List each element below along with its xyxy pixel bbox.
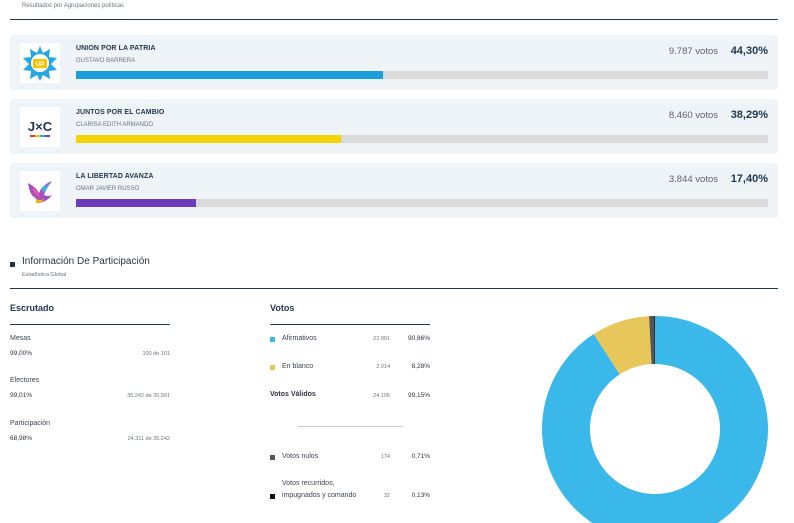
votos-validos-label: Votos Válidos — [270, 391, 316, 398]
vote-share-bar — [76, 135, 768, 143]
mesas-label: Mesas — [10, 335, 31, 342]
votos-validos-pct: 99,15% — [407, 392, 430, 399]
donut-slice-votos-recurridos-impugnados-y-comando — [654, 316, 655, 365]
section-marker — [10, 262, 15, 267]
en-blanco-swatch — [270, 365, 275, 370]
electores-pct: 99,01% — [10, 392, 33, 399]
vote-share-fill — [76, 135, 341, 143]
candidate-name: CLARISA EDITH ARMANDO — [76, 122, 154, 128]
mesas-detail: 100 de 101 — [142, 351, 170, 357]
union-por-la-patria-logo: UP — [20, 43, 60, 83]
en-blanco-pct: 8,28% — [411, 363, 430, 370]
party-name: LA LIBERTAD AVANZA — [76, 173, 154, 180]
afirmativos-pct: 90,86% — [407, 335, 430, 342]
candidate-name: GUSTAVO BARRERA — [76, 58, 136, 64]
votos-recurridos-label: Votos recurridos, impugnados y comando — [282, 480, 357, 499]
vote-share-bar — [76, 71, 768, 79]
vote-share-fill — [76, 71, 383, 79]
svg-text:UP: UP — [36, 62, 44, 68]
escrutado-heading: Escrutado — [10, 303, 55, 313]
header-divider — [10, 19, 778, 20]
donut-slice-en-blanco — [593, 316, 652, 375]
votos-recurridos-swatch — [270, 494, 275, 499]
afirmativos-swatch — [270, 337, 275, 342]
section-subtitle: Estadística Global — [22, 272, 67, 278]
donut-slice-votos-nulos — [649, 316, 655, 365]
party-votes: 3.844 votos — [668, 174, 718, 185]
vote-share-bar — [76, 199, 768, 207]
party-card-la-libertad-avanza[interactable]: LA LIBERTAD AVANZA OMAR JAVIER RUSSO 3.8… — [10, 163, 778, 218]
candidate-name: OMAR JAVIER RUSSO — [76, 186, 140, 192]
party-name: JUNTOS POR EL CAMBIO — [76, 109, 165, 116]
party-card-union-por-la-patria[interactable]: UP UNION POR LA PATRIA GUSTAVO BARRERA 9… — [10, 35, 778, 90]
votos-recurridos-pct: 0,13% — [411, 492, 430, 499]
section-divider — [10, 288, 778, 289]
en-blanco-count: 2.014 — [376, 364, 390, 370]
party-votes: 8.460 votos — [668, 110, 718, 121]
votos-nulos-pct: 0,71% — [411, 453, 430, 460]
juntos-por-el-cambio-logo: J×C — [20, 107, 60, 147]
votos-recurridos-count: 32 — [383, 493, 390, 499]
electores-label: Electores — [10, 377, 40, 384]
votos-nulos-label: Votos nulos — [282, 453, 319, 460]
votos-heading: Votos — [270, 303, 295, 313]
participacion-detail: 24.311 de 35.242 — [127, 436, 170, 442]
party-card-juntos-por-el-cambio[interactable]: J×C JUNTOS POR EL CAMBIO CLARISA EDITH A… — [10, 99, 778, 154]
votos-divider — [298, 426, 403, 427]
participacion-label: Participación — [10, 420, 51, 427]
results-subtitle: Resultados por Agrupaciones políticas — [22, 3, 125, 9]
electores-detail: 35.242 de 35.591 — [127, 393, 170, 399]
mesas-pct: 99,00% — [10, 350, 33, 357]
la-libertad-avanza-logo — [20, 171, 60, 211]
party-percentage: 38,29% — [730, 109, 768, 121]
svg-text:J×C: J×C — [28, 119, 53, 134]
afirmativos-label: Afirmativos — [282, 335, 317, 342]
participacion-pct: 68,98% — [10, 435, 33, 442]
section-title: Información De Participación — [22, 256, 150, 267]
votes-donut-chart — [542, 316, 768, 523]
vote-share-fill — [76, 199, 197, 207]
donut-slice-afirmativos — [542, 316, 768, 523]
afirmativos-count: 22.091 — [373, 336, 390, 342]
party-percentage: 44,30% — [730, 45, 768, 57]
party-votes: 9.787 votos — [668, 46, 718, 57]
party-percentage: 17,40% — [730, 173, 768, 185]
votos-nulos-count: 174 — [380, 454, 390, 460]
en-blanco-label: En blanco — [282, 363, 314, 370]
party-name: UNION POR LA PATRIA — [76, 45, 156, 52]
votos-nulos-swatch — [270, 455, 275, 460]
votos-validos-count: 24.105 — [373, 393, 390, 399]
escrutado-rule — [10, 324, 170, 325]
votos-rule — [270, 324, 430, 325]
